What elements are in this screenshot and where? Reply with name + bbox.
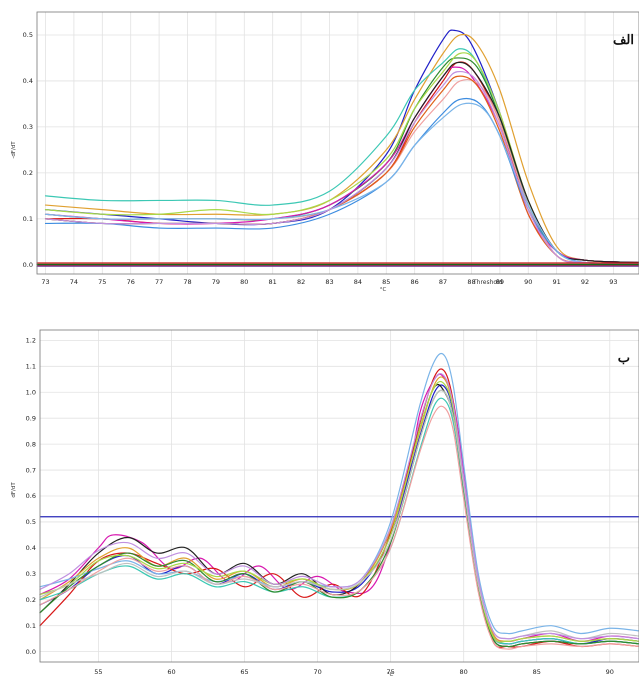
x-tick-label: 80 [240, 278, 248, 286]
x-tick-label: 76 [127, 278, 135, 286]
y-axis-label: -dF/dT [11, 141, 17, 159]
y-tick-label: 0.3 [23, 123, 33, 131]
y-axis-label: dF/dT [11, 482, 17, 498]
x-tick-label: 87 [439, 278, 447, 286]
x-tick-label: 70 [313, 668, 321, 676]
y-tick-label: 0.0 [23, 261, 33, 269]
series-line [44, 70, 639, 265]
x-tick-label: 92 [581, 278, 589, 286]
x-tick-label: 85 [533, 668, 541, 676]
series-line [39, 373, 639, 640]
x-tick-label: 90 [606, 668, 614, 676]
x-tick-label: 81 [269, 278, 277, 286]
x-tick-label: 90 [524, 278, 532, 286]
y-tick-label: 0.0 [26, 648, 36, 656]
threshold-label: Threshold [472, 279, 503, 286]
y-tick-labels: 0.0 0.1 0.2 0.3 0.4 0.5 [23, 31, 33, 269]
series-line [44, 97, 639, 265]
y-tick-label: 1.1 [26, 363, 36, 371]
x-tick-label: 86 [411, 278, 419, 286]
series-line [39, 405, 639, 650]
x-tick-label: 78 [183, 278, 191, 286]
plot-frame [36, 11, 639, 275]
y-tick-label: 0.5 [26, 518, 36, 526]
x-tick-label: 65 [240, 668, 248, 676]
y-tick-labels: 0.0 0.1 0.2 0.3 0.4 0.5 0.6 0.7 0.8 0.9 1.0 1.1 1.2 [26, 337, 36, 656]
x-tick-label: 75 [98, 278, 106, 286]
x-tick-label: 89 [496, 278, 504, 286]
x-axis-label: °C [380, 287, 387, 293]
x-tick-label: 60 [167, 668, 175, 676]
x-tick-label: 74 [70, 278, 78, 286]
series-line [44, 102, 639, 265]
x-tick-label: 91 [553, 278, 561, 286]
y-tick-label: 0.4 [26, 544, 36, 552]
chart-panel-b: 55 60 65 70 75 80 85 90 0.00.10.20.30.40.50.60.… [11, 329, 639, 678]
y-tick-label: 0.6 [26, 492, 36, 500]
y-tick-label: 0.4 [23, 77, 33, 85]
y-tick-label: 0.9 [26, 414, 36, 422]
x-tick-label: 84 [354, 278, 362, 286]
y-tick-label: 0.1 [23, 215, 33, 223]
grid-lines [40, 330, 639, 662]
y-tick-label: 0.5 [23, 31, 33, 39]
y-tick-label: 1.0 [26, 388, 36, 396]
chart-panel-a: 73 74 75 76 77 78 79 80 81 82 83 84 85 86 87 88 89 90 91 92… [11, 11, 639, 293]
x-tick-label: 85 [382, 278, 390, 286]
x-axis-label: °C [387, 672, 394, 678]
x-tick-label: 77 [155, 278, 163, 286]
panel-label: ب [618, 351, 630, 366]
y-tick-label: 0.8 [26, 440, 36, 448]
x-tick-label: 93 [609, 278, 617, 286]
x-tick-label: 80 [460, 668, 468, 676]
x-tick-labels: 73 74 75 76 77 78 79 80 81 82 83 84 85 86 87 88 89 90 91 92… [41, 278, 617, 286]
y-tick-label: 0.3 [26, 570, 36, 578]
x-tick-label: 88 [467, 278, 475, 286]
y-tick-label: 0.1 [26, 622, 36, 630]
plot-frame [39, 329, 639, 663]
series-group [36, 29, 639, 267]
x-tick-label: 75 [386, 668, 394, 676]
series-line [39, 380, 639, 643]
series-group [39, 352, 639, 650]
x-tick-label: 73 [41, 278, 49, 286]
y-tick-label: 1.2 [26, 337, 36, 345]
y-tick-label: 0.2 [23, 169, 33, 177]
panel-label: الف [613, 33, 634, 48]
x-tick-labels: 55 60 65 70 75 80 85 90 [94, 668, 614, 676]
series-line [44, 33, 639, 264]
x-tick-label: 82 [297, 278, 305, 286]
x-tick-label: 79 [212, 278, 220, 286]
series-line [39, 352, 639, 635]
x-tick-label: 55 [94, 668, 102, 676]
x-tick-label: 83 [325, 278, 333, 286]
y-tick-label: 0.2 [26, 596, 36, 604]
y-tick-label: 0.7 [26, 466, 36, 474]
